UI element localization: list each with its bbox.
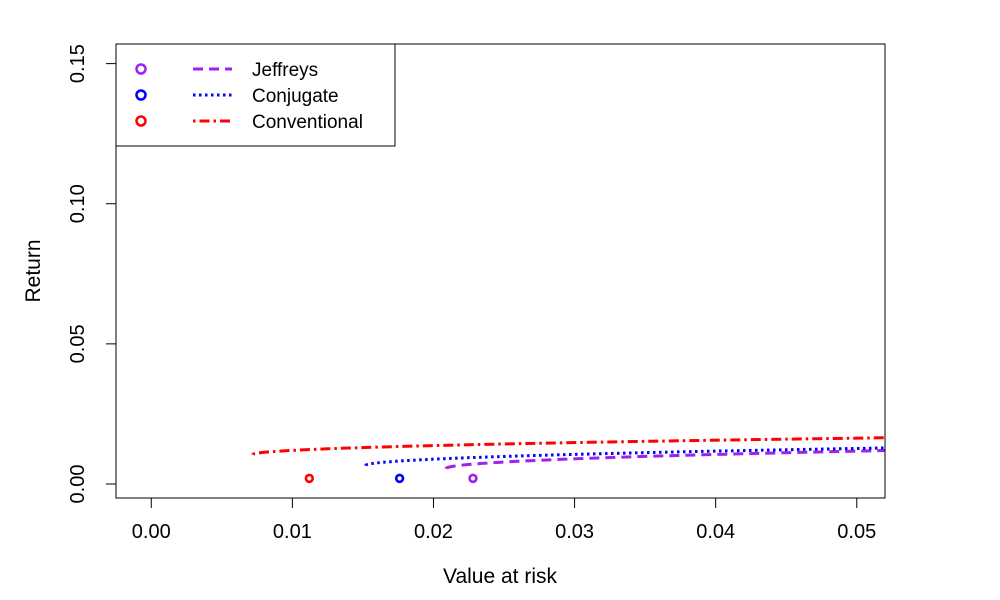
legend-label-conjugate: Conjugate	[252, 86, 339, 107]
data-point-jeffreys	[468, 473, 478, 484]
y-tick-label: 0.00	[67, 465, 89, 504]
legend: Jeffreys Conjugate Conventional	[115, 43, 396, 147]
legend-point-conventional	[135, 115, 147, 127]
legend-label-jeffreys: Jeffreys	[252, 60, 318, 81]
x-tick-label: 0.04	[696, 521, 735, 543]
data-point-conjugate	[394, 473, 405, 484]
legend-box	[115, 43, 396, 147]
y-tick-label: 0.15	[67, 44, 89, 83]
x-tick-label: 0.02	[414, 521, 453, 543]
x-axis-title: Value at risk	[443, 565, 557, 588]
x-tick-label: 0.05	[837, 521, 876, 543]
series-line-conjugate	[364, 446, 885, 467]
legend-point-conjugate	[135, 89, 147, 101]
x-tick-label: 0.01	[273, 521, 312, 543]
data-point-conventional	[304, 473, 315, 484]
x-tick-label: 0.00	[132, 521, 171, 543]
y-axis-title: Return	[22, 239, 45, 302]
x-tick-label: 0.03	[555, 521, 594, 543]
y-tick-label: 0.10	[67, 184, 89, 223]
series-line-conventional	[251, 436, 885, 456]
series-line-jeffreys	[444, 449, 885, 470]
y-tick-label: 0.05	[67, 324, 89, 363]
legend-label-conventional: Conventional	[252, 112, 363, 133]
legend-point-jeffreys	[135, 63, 147, 75]
